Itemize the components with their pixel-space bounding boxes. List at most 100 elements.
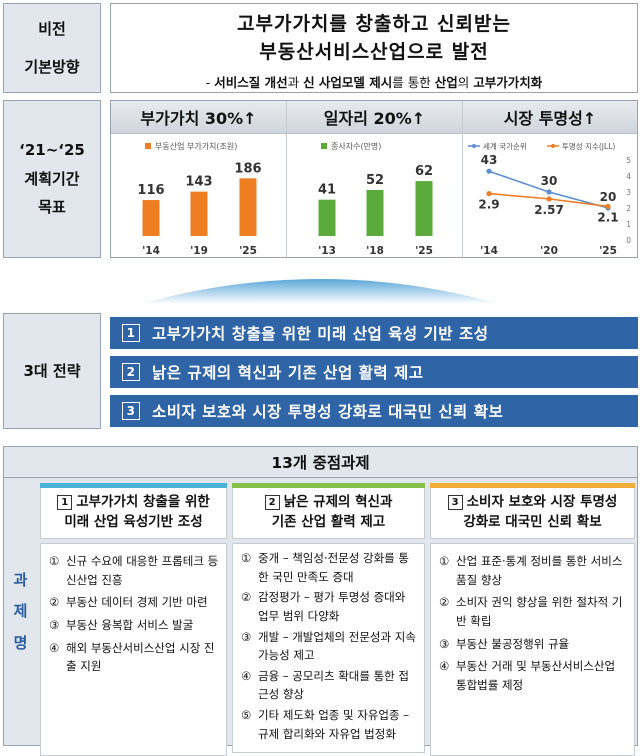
task-item-text: 부동산 융복합 서비스 발굴 [66, 617, 194, 632]
strategy-text: 소비자 보호와 시장 투명성 강화로 대국민 신뢰 확보 [152, 403, 504, 421]
task-item: ④ 금융 – 공모리츠 확대를 통한 접근성 향상 [241, 667, 418, 704]
data-point [546, 189, 552, 195]
task-item: ② 소비자 권익 향상을 위한 절차적 기반 확립 [439, 593, 628, 630]
right-axis-tick-label: 1 [626, 220, 631, 229]
legend-label: 종사자수(만명) [331, 141, 381, 151]
task-item-number: ② [439, 595, 450, 610]
legend-swatch [145, 143, 151, 149]
legend-label: 투명성 지수(JLL) [562, 141, 615, 151]
task-column-accent [40, 483, 227, 488]
task-item-number: ③ [241, 629, 252, 644]
task-item-number: ① [241, 551, 252, 565]
data-label: 30 [541, 174, 558, 188]
task-column-number: 1 [57, 495, 73, 511]
task-column-1: 1 고부가가치 창출을 위한 미래 산업 육성기반 조성 ① 신규 수요에 대응한 … [40, 483, 227, 756]
x-tick-label: '20 [540, 245, 558, 257]
strategies-label: 3대 전략 [23, 362, 81, 380]
task-column-title-line1: 고부가가치 창출을 위한 [76, 494, 210, 511]
x-tick-label: '14 [142, 245, 160, 257]
task-item: ⑤ 기타 제도화 업종 및 자유업종 – 규제 합리화와 자유업 법정화 [241, 706, 418, 743]
goal-panel-title: 부가가치 30%↑ [111, 101, 286, 134]
task-column-accent [430, 483, 635, 488]
task-item: ② 감정평가 – 평가 투명성 증대와 업무 범위 다양화 [241, 588, 418, 625]
goal-panel-transparency: 시장 투명성↑ 세계 국가순위 투명성 지수(JLL) 5 4 3 2 1 0 43 30 20 2.… [463, 101, 637, 257]
task-list: ① 신규 수요에 대응한 프롭테크 등 신산업 진흥 ② 부동산 데이터 경제 기반… [40, 543, 227, 756]
legend-marker [551, 144, 555, 148]
legend-marker [472, 144, 476, 148]
task-column-number: 2 [264, 495, 280, 511]
vision-title-line2: 부동산서비스산업으로 발전 [259, 41, 489, 63]
task-item-number: ③ [439, 636, 450, 651]
data-label: 52 [366, 173, 384, 188]
task-item-text: 감정평가 – 평가 투명성 증대와 업무 범위 다양화 [258, 590, 406, 623]
goals-target-label: 목표 [38, 198, 66, 217]
right-axis-tick-label: 5 [626, 156, 631, 165]
vision-sub-part: 신 사업모델 제시 [303, 75, 393, 90]
task-item: ① 산업 표준·통계 정비를 통한 서비스 품질 향상 [439, 552, 628, 589]
x-tick-label: '18 [366, 245, 384, 257]
legend-swatch [321, 143, 327, 149]
goals-box: 부가가치 30%↑ 부동산업 부가가치(조원) 116'14 143'19 186'2… [110, 100, 638, 258]
x-tick-label: '19 [190, 245, 208, 257]
goals-period-label: ‘21~‘25 [19, 141, 85, 160]
task-item-number: ⑤ [241, 708, 252, 722]
basic-direction-label: 기본방향 [24, 58, 80, 76]
task-item: ③ 부동산 융복합 서비스 발굴 [49, 616, 220, 635]
task-item-number: ② [241, 590, 252, 605]
task-item-text: 금융 – 공모리츠 확대를 통한 접근성 향상 [258, 668, 409, 702]
x-tick-label: '25 [239, 245, 257, 257]
task-item: ③ 개발 – 개발업체의 전문성과 지속가능성 제고 [241, 628, 418, 665]
vision-sub-part: 고부가가치화 [473, 75, 543, 90]
task-item-number: ④ [241, 668, 252, 683]
task-item-text: 중개 – 책임성·전문성 강화를 통한 국민 만족도 증대 [258, 551, 409, 584]
value-added-chart: 부동산업 부가가치(조원) 116 '14 143 '19 186 '25 [137, 141, 261, 257]
strategy-item-2: 2 낡은 규제의 혁신과 기존 산업 활력 제고 [110, 356, 638, 388]
goal-panel-title: 시장 투명성↑ [463, 101, 637, 134]
right-axis-tick-label: 4 [626, 172, 631, 181]
strategy-item-1: 1 고부가가치 창출을 위한 미래 산업 육성 기반 조성 [110, 317, 638, 349]
vision-sub-part: 산업 [434, 75, 458, 90]
legend-label: 부동산업 부가가치(조원) [155, 141, 237, 151]
data-label: 41 [318, 183, 336, 198]
vision-sub-prefix: - [205, 75, 215, 90]
tasks-side-char: 제 [13, 602, 28, 621]
task-item: ③ 부동산 불공정행위 규율 [439, 635, 628, 654]
task-item: ④ 부동산 거래 및 부동산서비스산업 통합법률 제정 [439, 657, 628, 694]
tasks-side-label: 과 제 명 [3, 478, 38, 746]
vision-sub-part: 과 [287, 75, 304, 90]
goal-panel-value-added: 부가가치 30%↑ 부동산업 부가가치(조원) 116 '14 143 '19 186 '2… [111, 101, 287, 257]
data-label: 2.9 [478, 198, 499, 212]
task-column-title-line1: 소비자 보호와 시장 투명성 [466, 494, 618, 511]
vision-subline: - 서비스질 개선과 신 사업모델 제시를 통한 산업의 고부가가치화 [111, 72, 637, 91]
strategies-label-box: 3대 전략 [3, 313, 101, 429]
task-column-header: 1 고부가가치 창출을 위한 미래 산업 육성기반 조성 [40, 488, 227, 539]
vision-label-box: 비전 기본방향 [3, 3, 101, 93]
task-item-text: 기타 제도화 업종 및 자유업종 – 규제 합리화와 자유업 법정화 [258, 708, 409, 741]
task-item-text: 부동산 불공정행위 규율 [456, 636, 570, 651]
task-item: ① 중개 – 책임성·전문성 강화를 통한 국민 만족도 증대 [241, 549, 418, 586]
x-tick-label: '25 [415, 245, 433, 257]
vision-box: 고부가가치를 창출하고 신뢰받는 부동산서비스산업으로 발전 - 서비스질 개선… [110, 3, 638, 93]
task-item-text: 소비자 권익 향상을 위한 절차적 기반 확립 [456, 595, 623, 628]
task-column-accent [232, 483, 425, 488]
task-item-text: 산업 표준·통계 정비를 통한 서비스 품질 향상 [456, 554, 623, 587]
strategy-item-3: 3 소비자 보호와 시장 투명성 강화로 대국민 신뢰 확보 [110, 395, 638, 427]
task-item-number: ② [49, 595, 60, 610]
data-label: 20 [600, 190, 617, 204]
task-item-text: 개발 – 개발업체의 전문성과 지속가능성 제고 [258, 629, 416, 663]
vision-sub-part: 서비스질 개선 [214, 75, 288, 90]
task-column-title-line2: 강화로 대국민 신뢰 확보 [463, 514, 602, 530]
task-item-number: ④ [439, 659, 450, 674]
task-item-text: 신규 수요에 대응한 프롭테크 등 신산업 진흥 [66, 554, 219, 587]
data-label: 2.57 [534, 203, 564, 217]
vision-sub-part: 를 통한 [392, 75, 435, 90]
task-column-title-line2: 기존 산업 활력 제고 [271, 514, 386, 530]
tasks-header-title: 13개 중점과제 [271, 454, 370, 472]
task-item-number: ③ [49, 617, 60, 632]
task-column-3: 3 소비자 보호와 시장 투명성 강화로 대국민 신뢰 확보 ① 산업 표준·통계 … [430, 483, 635, 756]
x-tick-label: '14 [480, 245, 498, 257]
bar [190, 191, 208, 236]
data-label: 143 [185, 175, 212, 190]
tasks-side-char: 과 [13, 570, 28, 589]
task-item-text: 부동산 거래 및 부동산서비스산업 통합법률 제정 [456, 659, 616, 692]
